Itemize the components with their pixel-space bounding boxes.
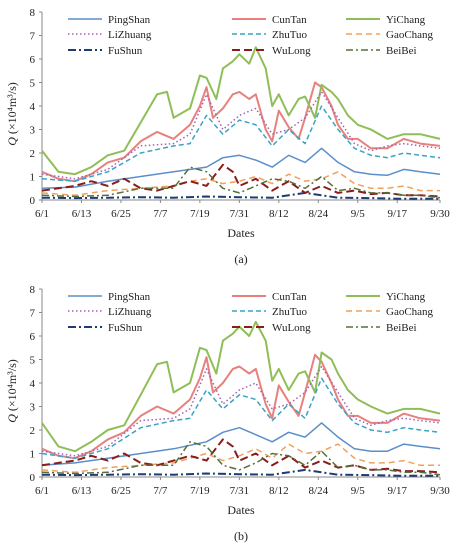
y-tick-label: 7: [30, 308, 36, 320]
y-axis-label-q: Q: [5, 137, 19, 146]
x-tick-label: 8/24: [309, 485, 329, 497]
legend-label-cuntan: CunTan: [272, 14, 307, 26]
y-axis-label: Q (×10⁴m³/s): [5, 359, 19, 423]
y-tick-label: 5: [30, 355, 36, 367]
x-tick-label: 6/13: [72, 485, 92, 497]
y-tick-label: 5: [30, 78, 36, 90]
series-line-gaochang: [41, 171, 440, 197]
x-tick-label: 7/7: [153, 485, 168, 497]
y-tick-label: 2: [30, 148, 36, 160]
x-tick-label: 6/13: [72, 208, 92, 220]
x-tick-label: 9/5: [351, 208, 366, 220]
panel-label: (b): [234, 529, 248, 543]
x-tick-label: 8/12: [269, 208, 289, 220]
chart-panel-a: 0 1 2 3 4 5 6 7 8 6/1 6/13 6/25 7/7 7/19 7/31 8/12 8/24 9…: [0, 0, 460, 275]
x-tick-label: 9/30: [430, 485, 450, 497]
y-axis-label-unit: (×10⁴m³/s): [5, 82, 19, 134]
legend-label-yichang: YiChang: [386, 14, 426, 26]
x-tick-label: 6/25: [111, 208, 131, 220]
y-tick-label: 1: [30, 172, 36, 184]
x-tick-label: 9/30: [430, 208, 450, 220]
y-tick-label: 3: [30, 402, 36, 414]
y-tick-label: 6: [30, 331, 36, 343]
x-tick-label: 8/24: [309, 208, 329, 220]
y-tick-label: 0: [30, 472, 36, 484]
y-tick-label: 2: [30, 425, 36, 437]
series-line-yichang: [41, 46, 441, 176]
legend-label-beibei: BeiBei: [386, 45, 417, 57]
legend-label-beibei: BeiBei: [386, 322, 417, 334]
y-tick-label: 6: [30, 54, 36, 66]
x-tick-label: 7/31: [230, 208, 250, 220]
legend-label-pingshan: PingShan: [108, 14, 151, 26]
series-line-cuntan: [41, 353, 441, 460]
x-tick-label: 7/19: [190, 485, 210, 497]
chart-b-svg: 0 1 2 3 4 5 6 7 8 6/1 6/13 6/25 7/7 7/19 7/31 8/12 8/24 9…: [5, 284, 450, 543]
y-tick-label: 3: [30, 125, 36, 137]
legend-label-gaochang: GaoChang: [386, 306, 434, 318]
legend-label-gaochang: GaoChang: [386, 29, 434, 41]
x-tick-label: 6/1: [35, 208, 49, 220]
x-tick-label: 7/7: [153, 208, 168, 220]
panel-label: (a): [234, 252, 247, 266]
x-tick-label: 8/12: [269, 485, 289, 497]
legend-label-lizhuang: LiZhuang: [108, 29, 152, 41]
x-tick-label: 9/17: [387, 208, 407, 220]
y-tick-label: 7: [30, 31, 36, 43]
series-line-wulong: [41, 438, 441, 474]
legend-label-wulong: WuLong: [272, 322, 311, 334]
series-line-pingshan: [41, 147, 441, 190]
y-tick-label: 0: [30, 195, 36, 207]
y-tick-label: 8: [30, 7, 36, 19]
y-tick-label: 1: [30, 449, 36, 461]
series-line-pingshan: [41, 422, 441, 467]
chart-a-svg: 0 1 2 3 4 5 6 7 8 6/1 6/13 6/25 7/7 7/19 7/31 8/12 8/24 9…: [5, 7, 450, 266]
series-line-fushun: [41, 468, 440, 477]
y-tick-label: 8: [30, 284, 36, 296]
series-line-zhutuo: [41, 377, 441, 459]
x-axis-label: Dates: [227, 226, 255, 240]
x-tick-label: 6/25: [111, 485, 131, 497]
y-tick-label: 4: [30, 101, 36, 113]
y-axis-label-unit: (×10⁴m³/s): [5, 359, 19, 411]
x-tick-label: 9/5: [351, 485, 366, 497]
series-line-zhutuo: [41, 105, 441, 182]
legend-label-pingshan: PingShan: [108, 291, 151, 303]
legend-label-fushun: FuShun: [108, 45, 143, 57]
y-axis-label-q: Q: [5, 414, 19, 423]
x-tick-label: 6/1: [35, 485, 49, 497]
series-line-wulong: [41, 163, 441, 198]
series-line-lizhuang: [41, 365, 441, 457]
series-line-cuntan: [41, 81, 441, 183]
y-axis-label: Q (×10⁴m³/s): [5, 82, 19, 146]
x-axis-label: Dates: [227, 503, 255, 517]
legend-label-yichang: YiChang: [386, 291, 426, 303]
x-tick-label: 7/31: [230, 485, 250, 497]
x-tick-label: 7/19: [190, 208, 210, 220]
legend-label-fushun: FuShun: [108, 322, 143, 334]
series-line-beibei: [41, 166, 441, 199]
legend-label-zhutuo: ZhuTuo: [272, 29, 308, 41]
x-tick-label: 9/17: [387, 485, 407, 497]
y-tick-label: 4: [30, 378, 36, 390]
legend-label-cuntan: CunTan: [272, 291, 307, 303]
series-line-fushun: [41, 191, 440, 200]
series-line-yichang: [41, 320, 441, 453]
legend-label-lizhuang: LiZhuang: [108, 306, 152, 318]
chart-panel-b: 0 1 2 3 4 5 6 7 8 6/1 6/13 6/25 7/7 7/19 7/31 8/12 8/24 9…: [0, 277, 460, 552]
legend-label-zhutuo: ZhuTuo: [272, 306, 308, 318]
series-line-beibei: [41, 441, 441, 476]
legend-label-wulong: WuLong: [272, 45, 311, 57]
